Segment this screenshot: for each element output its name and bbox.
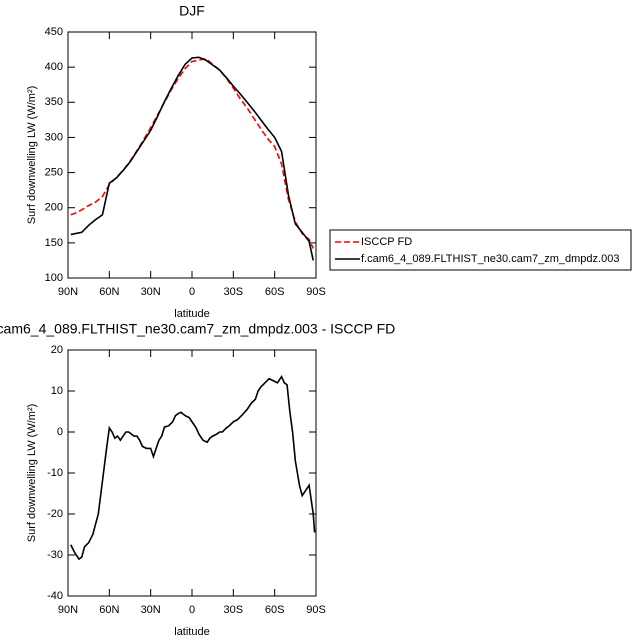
y-tick-label: 0 xyxy=(57,426,63,438)
y-tick-label: -10 xyxy=(47,467,63,479)
y-tick-label: 200 xyxy=(45,202,63,214)
x-tick-label: 90S xyxy=(306,604,326,616)
y-tick-label: 350 xyxy=(45,96,63,108)
y-tick-label: 100 xyxy=(45,272,63,284)
plot-frame xyxy=(67,349,317,597)
x-axis-label: latitude xyxy=(174,626,209,638)
plot-frame xyxy=(67,31,317,279)
legend-label: f.cam6_4_089.FLTHIST_ne30.cam7_zm_dmpdz.… xyxy=(361,253,619,265)
x-tick-label: 90N xyxy=(58,286,78,298)
y-tick-label: -40 xyxy=(47,590,63,602)
y-tick-label: -30 xyxy=(47,549,63,561)
y-tick-label: 250 xyxy=(45,166,63,178)
x-tick-label: 60S xyxy=(265,286,285,298)
x-tick-label: 0 xyxy=(189,286,195,298)
x-tick-label: 30S xyxy=(224,286,244,298)
data-line xyxy=(70,57,314,249)
data-line xyxy=(70,375,316,561)
y-tick-label: 20 xyxy=(51,344,63,356)
x-tick-label: 90S xyxy=(306,286,326,298)
data-line xyxy=(70,56,315,261)
x-tick-label: 60N xyxy=(99,604,119,616)
x-tick-label: 30S xyxy=(224,604,244,616)
y-axis-label: Surf downwelling LW (W/m²) xyxy=(26,404,38,543)
legend-box xyxy=(329,229,632,271)
x-tick-label: 0 xyxy=(189,604,195,616)
chart-title: DJF xyxy=(179,3,205,19)
x-axis-label: latitude xyxy=(174,308,209,320)
x-tick-label: 60N xyxy=(99,286,119,298)
chart-title: f.cam6_4_089.FLTHIST_ne30.cam7_zm_dmpdz.… xyxy=(0,321,395,337)
y-tick-label: 150 xyxy=(45,237,63,249)
y-tick-label: -20 xyxy=(47,508,63,520)
y-tick-label: 10 xyxy=(51,385,63,397)
x-tick-label: 30N xyxy=(141,604,161,616)
y-axis-label: Surf downwelling LW (W/m²) xyxy=(26,86,38,225)
x-tick-label: 60S xyxy=(265,604,285,616)
legend-label: ISCCP FD xyxy=(361,236,412,248)
y-tick-label: 400 xyxy=(45,61,63,73)
y-tick-label: 450 xyxy=(45,26,63,38)
x-tick-label: 90N xyxy=(58,604,78,616)
y-tick-label: 300 xyxy=(45,131,63,143)
x-tick-label: 30N xyxy=(141,286,161,298)
